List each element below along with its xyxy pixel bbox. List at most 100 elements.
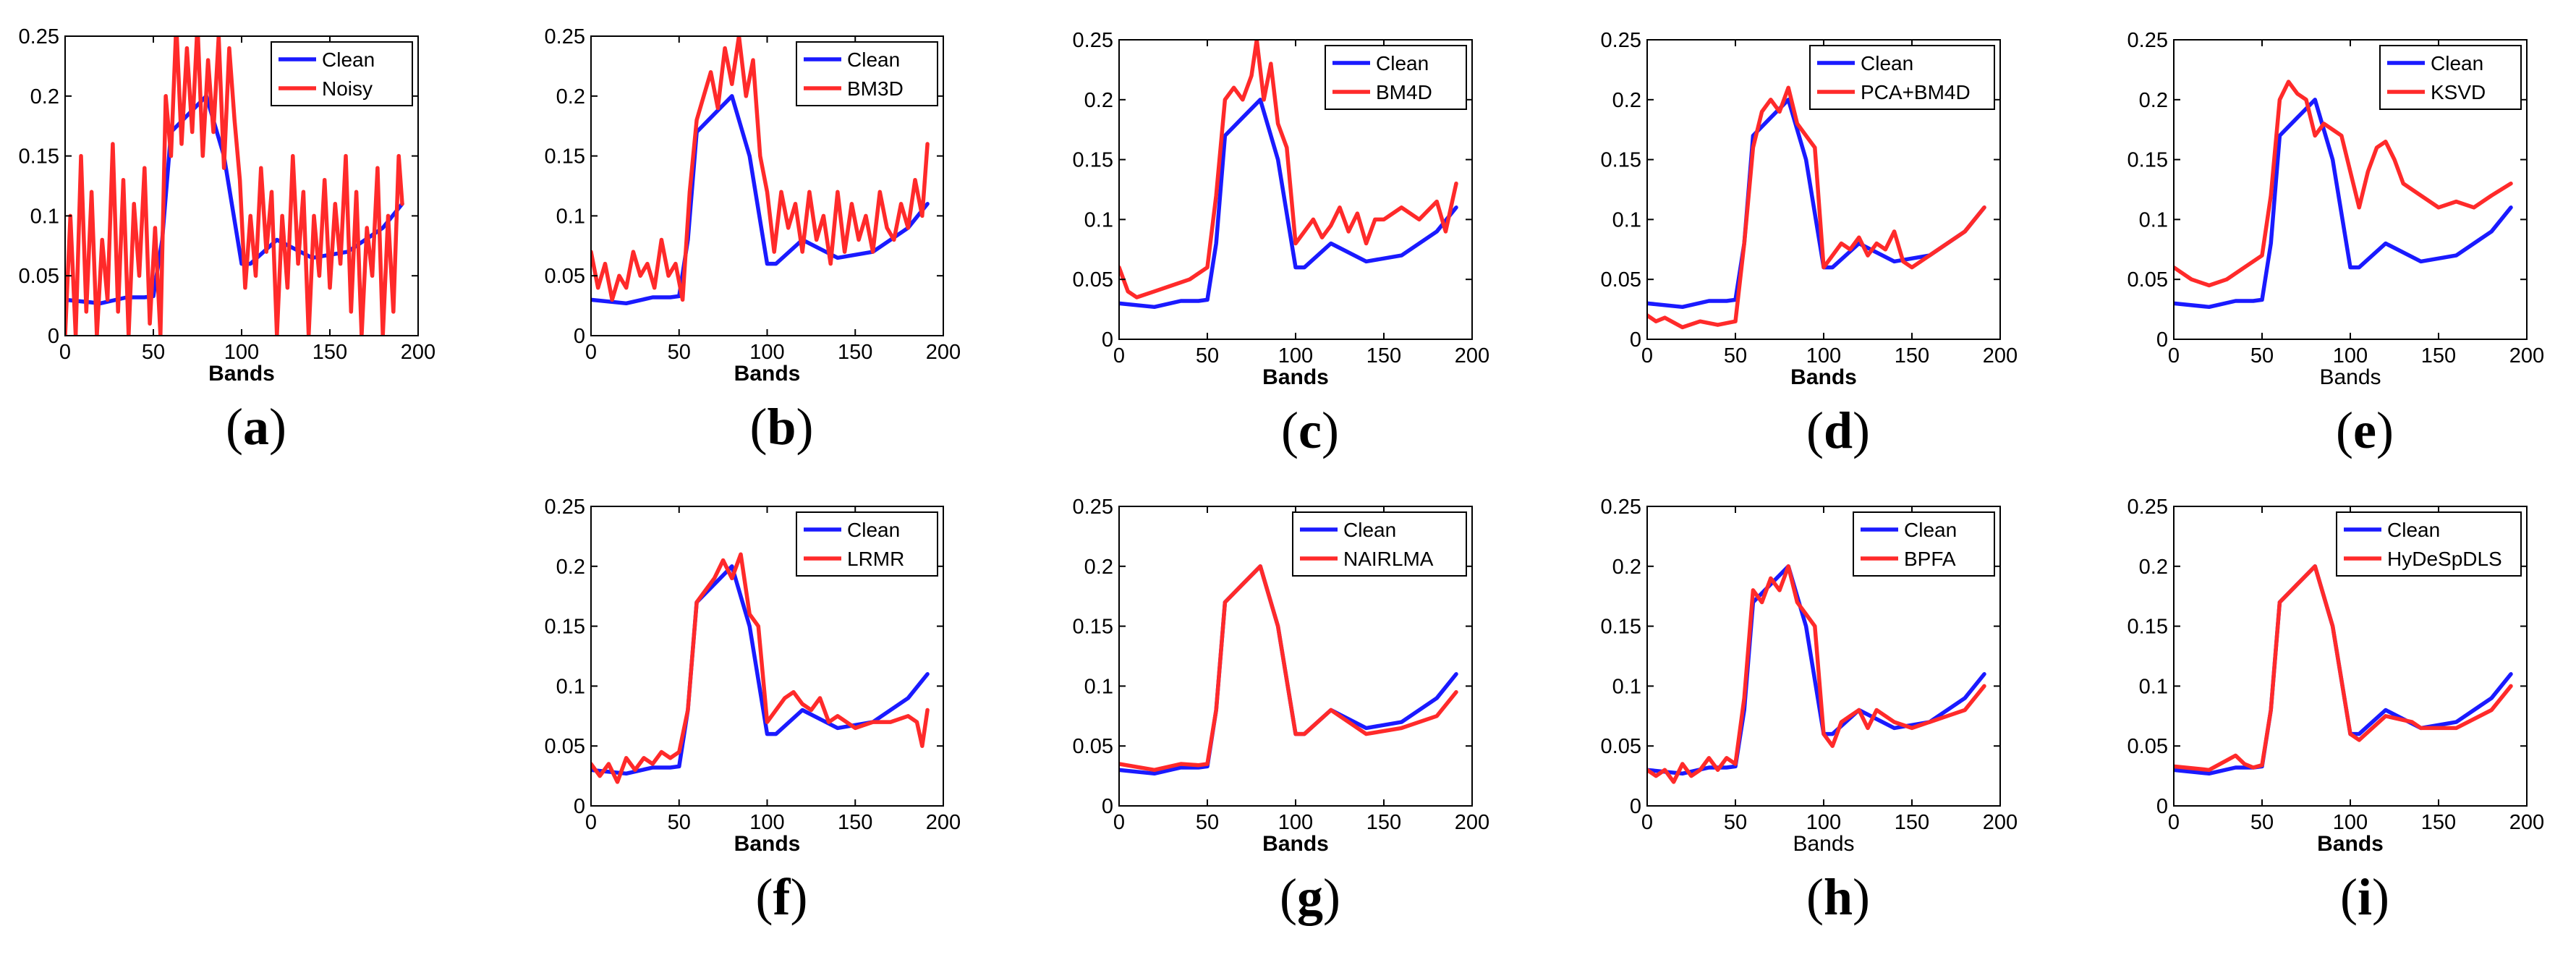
- legend-box: [1853, 511, 1995, 577]
- y-tick-label: 0.05: [1073, 735, 1113, 758]
- legend: Clean BPFA: [1853, 511, 1995, 577]
- x-tick-label: 200: [926, 811, 961, 834]
- y-tick-label: 0: [2156, 795, 2168, 818]
- y-tick-label: 0.15: [2127, 149, 2168, 172]
- x-tick-label: 0: [585, 341, 597, 364]
- x-tick-label: 150: [313, 341, 347, 364]
- series-line-clean: [1647, 564, 1986, 776]
- x-tick-label: 100: [1278, 811, 1313, 834]
- y-tick-label: 0.25: [1601, 496, 1641, 519]
- x-tick-label: 150: [1366, 344, 1401, 367]
- y-tick-label: 0.2: [1612, 89, 1641, 112]
- x-tick-label: 50: [668, 341, 691, 364]
- legend: Clean HyDeSpDLS: [2336, 511, 2522, 577]
- y-tick-label: 0.15: [545, 145, 585, 169]
- series-line-bm4d: [1119, 40, 1458, 299]
- legend-entry-clean: Clean: [322, 48, 375, 71]
- x-tick-label: 100: [224, 341, 259, 364]
- chart-panel-a: 0 50 100 150 200 0 0.05 0.1 0.15 0.2 0.25 Bands Clea…: [19, 25, 436, 456]
- series-line-hydespdls: [2174, 564, 2513, 773]
- legend-entry-noisy: Noisy: [322, 77, 373, 100]
- x-tick-label: 100: [2333, 344, 2368, 367]
- panel-caption: (i): [2340, 868, 2389, 926]
- x-tick-label: 50: [668, 811, 691, 834]
- y-tick-label: 0.2: [2139, 556, 2168, 579]
- y-tick-label: 0.2: [556, 556, 585, 579]
- y-tick-label: 0: [1630, 328, 1641, 352]
- y-tick-label: 0.1: [1612, 208, 1641, 231]
- x-axis-label: Bands: [208, 362, 275, 386]
- legend: Clean BM3D: [796, 41, 938, 106]
- legend-entry-clean: Clean: [1861, 52, 1913, 75]
- series-line-clean: [1647, 98, 1986, 310]
- x-tick-label: 100: [749, 341, 784, 364]
- y-tick-label: 0.15: [1073, 149, 1113, 172]
- legend-entry-clean: Clean: [1904, 519, 1957, 541]
- series-line-lrmr: [591, 552, 930, 784]
- legend-entry-bm4d: BM4D: [1376, 81, 1432, 103]
- x-tick-label: 200: [1983, 811, 2018, 834]
- panel-caption: (b): [749, 398, 813, 456]
- y-tick-label: 0.2: [556, 85, 585, 109]
- y-tick-label: 0: [2156, 328, 2168, 352]
- x-axis-label: Bands: [1262, 365, 1329, 389]
- panel-caption: (e): [2336, 401, 2394, 459]
- y-tick-label: 0.15: [2127, 616, 2168, 639]
- x-axis-label: Bands: [1262, 832, 1329, 856]
- x-tick-label: 150: [838, 341, 872, 364]
- x-tick-label: 100: [749, 811, 784, 834]
- x-tick-label: 150: [1895, 811, 1929, 834]
- x-tick-label: 200: [401, 341, 435, 364]
- series-line-ksvd: [2174, 80, 2513, 288]
- x-tick-label: 150: [2421, 344, 2456, 367]
- x-tick-label: 100: [2333, 811, 2368, 834]
- panel-caption: (a): [226, 398, 286, 456]
- y-tick-label: 0: [574, 325, 585, 348]
- y-tick-label: 0.2: [1612, 556, 1641, 579]
- y-tick-label: 0.15: [1601, 149, 1641, 172]
- x-tick-label: 0: [1641, 811, 1653, 834]
- y-tick-label: 0.25: [2127, 496, 2168, 519]
- x-tick-label: 0: [1113, 811, 1125, 834]
- panel-caption: (c): [1281, 401, 1339, 459]
- legend-entry-clean: Clean: [847, 48, 900, 71]
- series-line-clean: [2174, 564, 2513, 776]
- panel-caption: (h): [1806, 868, 1870, 926]
- x-tick-label: 150: [2421, 811, 2456, 834]
- legend: Clean Noisy: [271, 41, 413, 106]
- x-tick-label: 200: [1455, 344, 1489, 367]
- x-tick-label: 200: [1983, 344, 2018, 367]
- chart-panel-e: 0 50 100 150 200 0 0.05 0.1 0.15 0.2 0.25 Bands Clea…: [2127, 29, 2545, 459]
- y-tick-label: 0.05: [2127, 735, 2168, 758]
- legend-entry-hydespdls: HyDeSpDLS: [2387, 548, 2502, 570]
- y-tick-label: 0.15: [1601, 616, 1641, 639]
- y-tick-label: 0.05: [1073, 268, 1113, 292]
- x-tick-label: 50: [1724, 811, 1747, 834]
- y-tick-label: 0.05: [545, 265, 585, 288]
- x-tick-label: 50: [1724, 344, 1747, 367]
- y-tick-label: 0.25: [545, 496, 585, 519]
- x-tick-label: 150: [838, 811, 872, 834]
- legend-entry-bm3d: BM3D: [847, 77, 904, 100]
- legend-entry-clean: Clean: [2387, 519, 2440, 541]
- y-tick-label: 0.25: [1073, 29, 1113, 52]
- y-tick-label: 0.05: [1601, 735, 1641, 758]
- legend-entry-ksvd: KSVD: [2431, 81, 2486, 103]
- x-tick-label: 0: [585, 811, 597, 834]
- y-tick-label: 0.1: [2139, 208, 2168, 231]
- x-tick-label: 100: [1278, 344, 1313, 367]
- y-tick-label: 0.1: [556, 205, 585, 228]
- x-tick-label: 100: [1806, 811, 1841, 834]
- x-tick-label: 50: [1196, 811, 1219, 834]
- y-tick-label: 0: [48, 325, 59, 348]
- x-tick-label: 0: [2168, 344, 2180, 367]
- legend-entry-pca-bm4d: PCA+BM4D: [1861, 81, 1971, 103]
- chart-panel-g: 0 50 100 150 200 0 0.05 0.1 0.15 0.2 0.25 Bands Clea…: [1073, 496, 1490, 926]
- y-tick-label: 0: [574, 795, 585, 818]
- x-tick-label: 100: [1806, 344, 1841, 367]
- x-tick-label: 50: [142, 341, 165, 364]
- y-tick-label: 0.25: [1601, 29, 1641, 52]
- x-tick-label: 200: [2509, 344, 2544, 367]
- y-tick-label: 0.25: [2127, 29, 2168, 52]
- chart-panel-d: 0 50 100 150 200 0 0.05 0.1 0.15 0.2 0.25 Bands Clea…: [1601, 29, 2018, 459]
